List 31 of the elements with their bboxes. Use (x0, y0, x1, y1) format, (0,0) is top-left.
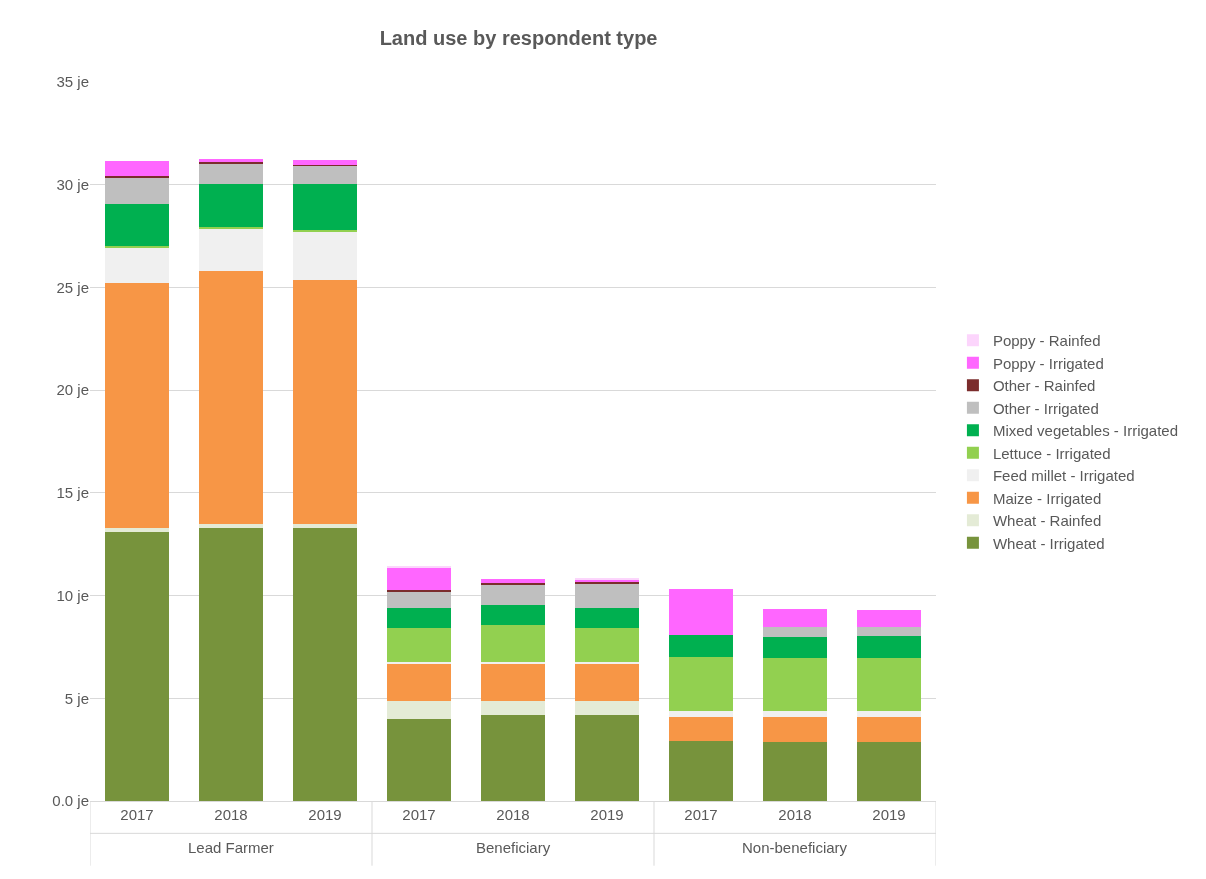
legend-label: Poppy - Irrigated (992, 354, 1104, 372)
x-tick-label: 2018 (496, 806, 530, 823)
legend-label: Other - Irrigated (992, 399, 1099, 417)
x-tick-label: 2018 (778, 806, 812, 823)
legend-label: Wheat - Rainfed (992, 512, 1102, 530)
text: Lead Farmer (188, 839, 274, 856)
y-tick-label: 10 je (56, 586, 89, 604)
legend-label: Feed millet - Irrigated (992, 467, 1135, 485)
legend-label: Maize - Irrigated (992, 489, 1102, 507)
legend-label: Wheat - Irrigated (992, 534, 1105, 552)
y-tick-label: 5 je (64, 689, 89, 707)
y-tick-label: 35 je (56, 73, 89, 91)
legend-label: Lettuce - Irrigated (992, 444, 1111, 462)
x-tick-label: 2019 (590, 806, 624, 823)
text: Non-beneficiary (742, 839, 848, 856)
y-tick-label: 15 je (56, 484, 89, 502)
x-tick-label: 2017 (684, 806, 718, 823)
legend-label: Mixed vegetables - Irrigated (992, 422, 1179, 440)
x-tick-label: 2017 (402, 806, 436, 823)
y-tick-label: 0.0 je (52, 792, 89, 810)
y-tick-label: 25 je (56, 278, 89, 296)
text: Beneficiary (476, 839, 551, 856)
x-tick-label: 2019 (308, 806, 342, 823)
y-tick-label: 20 je (56, 381, 89, 399)
x-tick-label: 2019 (872, 806, 906, 823)
legend-label: Poppy - Rainfed (992, 332, 1101, 350)
x-tick-label: 2018 (214, 806, 248, 823)
y-tick-label: 30 je (56, 175, 89, 193)
legend-label: Other - Rainfed (992, 377, 1096, 395)
x-tick-label: 2017 (120, 806, 154, 823)
chart-title: Land use by respondent type (379, 26, 658, 49)
